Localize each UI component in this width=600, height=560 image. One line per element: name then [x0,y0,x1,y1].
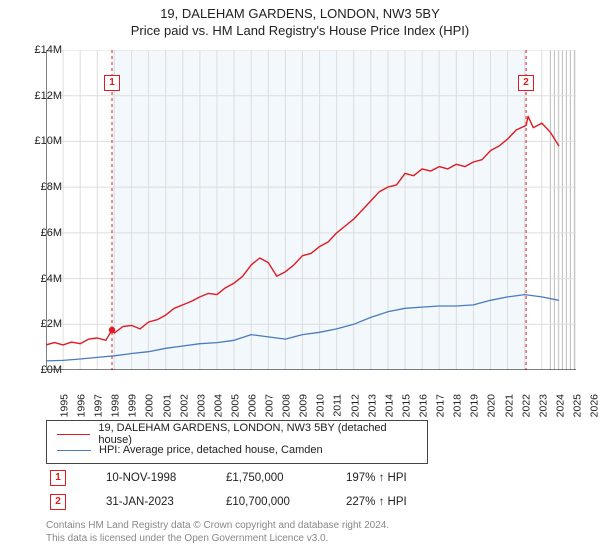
x-tick-label: 2001 [161,394,173,417]
event-row: 2 31-JAN-2023£10,700,000227% ↑ HPI [46,490,576,514]
chart-titles: 19, DALEHAM GARDENS, LONDON, NW3 5BY Pri… [0,0,600,38]
attribution: Contains HM Land Registry data © Crown c… [46,520,576,545]
x-tick-label: 2022 [520,394,532,417]
x-tick-label: 1997 [93,394,105,417]
y-tick-label: £8M [18,181,62,193]
y-tick-label: £0M [18,364,62,376]
attribution-line: Contains HM Land Registry data © Crown c… [46,520,576,533]
legend-label: HPI: Average price, detached house, Camd… [99,444,323,456]
x-tick-label: 2013 [366,394,378,417]
x-tick-label: 2006 [246,394,258,417]
event-price: £10,700,000 [226,496,346,508]
event-date: 10-NOV-1998 [106,472,226,484]
x-tick-label: 2024 [554,394,566,417]
chart-event-marker: 1 [104,75,120,91]
x-tick-label: 2021 [503,394,515,417]
y-tick-label: £6M [18,227,62,239]
legend-row: 19, DALEHAM GARDENS, LONDON, NW3 5BY (de… [57,426,417,442]
x-tick-label: 2014 [383,394,395,417]
y-tick-label: £4M [18,273,62,285]
chart-event-marker: 2 [518,75,534,91]
y-tick-label: £14M [18,44,62,56]
x-tick-label: 2012 [349,394,361,417]
x-tick-label: 2009 [298,394,310,417]
x-tick-label: 2007 [264,394,276,417]
event-date: 31-JAN-2023 [106,496,226,508]
x-tick-label: 2016 [417,394,429,417]
event-marker: 1 [50,470,66,486]
chart-subtitle: Price paid vs. HM Land Registry's House … [0,23,600,38]
x-tick-label: 2003 [195,394,207,417]
chart-svg [46,50,576,370]
chart-area [46,50,576,370]
y-tick-label: £12M [18,90,62,102]
chart-container: 19, DALEHAM GARDENS, LONDON, NW3 5BY Pri… [0,0,600,560]
event-row: 1 10-NOV-1998£1,750,000197% ↑ HPI [46,466,576,490]
legend-swatch [57,434,90,435]
y-tick-label: £2M [18,318,62,330]
x-tick-label: 1995 [58,394,70,417]
legend-swatch [57,450,91,451]
event-marker: 2 [50,494,66,510]
x-tick-label: 2008 [281,394,293,417]
x-tick-label: 2025 [571,394,583,417]
x-tick-label: 2019 [469,394,481,417]
attribution-line: This data is licensed under the Open Gov… [46,533,576,546]
x-tick-label: 1996 [75,394,87,417]
legend-label: 19, DALEHAM GARDENS, LONDON, NW3 5BY (de… [98,422,417,446]
x-tick-label: 2015 [400,394,412,417]
x-tick-label: 2011 [331,394,343,417]
chart-title: 19, DALEHAM GARDENS, LONDON, NW3 5BY [0,6,600,21]
event-pct: 197% ↑ HPI [346,472,466,484]
event-price: £1,750,000 [226,472,346,484]
event-table: 1 10-NOV-1998£1,750,000197% ↑ HPI 2 31-JAN-… [46,466,576,514]
x-tick-label: 2005 [229,394,241,417]
x-tick-label: 2000 [144,394,156,417]
legend: 19, DALEHAM GARDENS, LONDON, NW3 5BY (de… [46,420,428,464]
x-tick-label: 1998 [110,394,122,417]
x-tick-label: 2023 [537,394,549,417]
y-tick-label: £10M [18,135,62,147]
event-pct: 227% ↑ HPI [346,496,466,508]
x-tick-label: 2010 [315,394,327,417]
x-tick-label: 2026 [588,394,600,417]
x-tick-label: 2018 [452,394,464,417]
x-tick-label: 2017 [434,394,446,417]
x-tick-label: 2004 [212,394,224,417]
x-tick-label: 2002 [178,394,190,417]
x-tick-label: 2020 [486,394,498,417]
x-tick-label: 1999 [127,394,139,417]
